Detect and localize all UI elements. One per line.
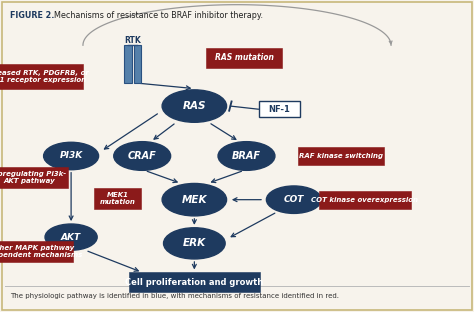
Text: AKT: AKT	[61, 233, 81, 241]
Text: CRAF: CRAF	[128, 151, 156, 161]
FancyBboxPatch shape	[319, 191, 411, 209]
Text: Other MAPK pathway
independent mechanisms: Other MAPK pathway independent mechanism…	[0, 245, 82, 258]
FancyBboxPatch shape	[94, 188, 141, 209]
Text: The physiologic pathway is identified in blue, with mechanisms of resistance ide: The physiologic pathway is identified in…	[10, 293, 339, 299]
FancyBboxPatch shape	[0, 241, 73, 262]
Text: NF-1: NF-1	[269, 105, 291, 114]
Ellipse shape	[266, 186, 321, 213]
Text: RAS: RAS	[182, 101, 206, 111]
Ellipse shape	[218, 142, 275, 170]
Text: Upregulating Pi3k-
AKT pathway: Upregulating Pi3k- AKT pathway	[0, 171, 66, 184]
Text: ERK: ERK	[183, 238, 206, 248]
Text: Cell proliferation and growth: Cell proliferation and growth	[125, 278, 264, 287]
Ellipse shape	[162, 183, 227, 216]
FancyBboxPatch shape	[299, 147, 384, 165]
Text: Mechanisms of resistance to BRAF inhibitor therapy.: Mechanisms of resistance to BRAF inhibit…	[49, 11, 263, 20]
FancyBboxPatch shape	[124, 45, 132, 83]
FancyBboxPatch shape	[0, 64, 83, 89]
Ellipse shape	[114, 142, 171, 170]
Text: RAS mutation: RAS mutation	[215, 53, 273, 62]
Text: MEK1
mutation: MEK1 mutation	[100, 192, 136, 205]
Ellipse shape	[44, 142, 99, 170]
Text: COT: COT	[284, 195, 304, 204]
FancyBboxPatch shape	[259, 101, 300, 117]
Text: RTK: RTK	[124, 36, 141, 45]
Text: Increased RTK, PDGFRB, or
IGF-1 receptor expression: Increased RTK, PDGFRB, or IGF-1 receptor…	[0, 70, 89, 83]
FancyBboxPatch shape	[134, 45, 141, 83]
FancyBboxPatch shape	[206, 48, 282, 68]
Ellipse shape	[164, 228, 225, 259]
Ellipse shape	[45, 224, 97, 250]
Text: BRAF: BRAF	[232, 151, 261, 161]
Text: RAF kinase switching: RAF kinase switching	[299, 153, 383, 159]
Text: MEK: MEK	[182, 195, 207, 205]
Text: FIGURE 2.: FIGURE 2.	[10, 11, 55, 20]
FancyBboxPatch shape	[0, 167, 67, 188]
Ellipse shape	[162, 90, 227, 122]
FancyBboxPatch shape	[129, 272, 260, 292]
Text: COT kinase overexpression: COT kinase overexpression	[311, 197, 419, 203]
Text: PI3K: PI3K	[59, 152, 83, 160]
